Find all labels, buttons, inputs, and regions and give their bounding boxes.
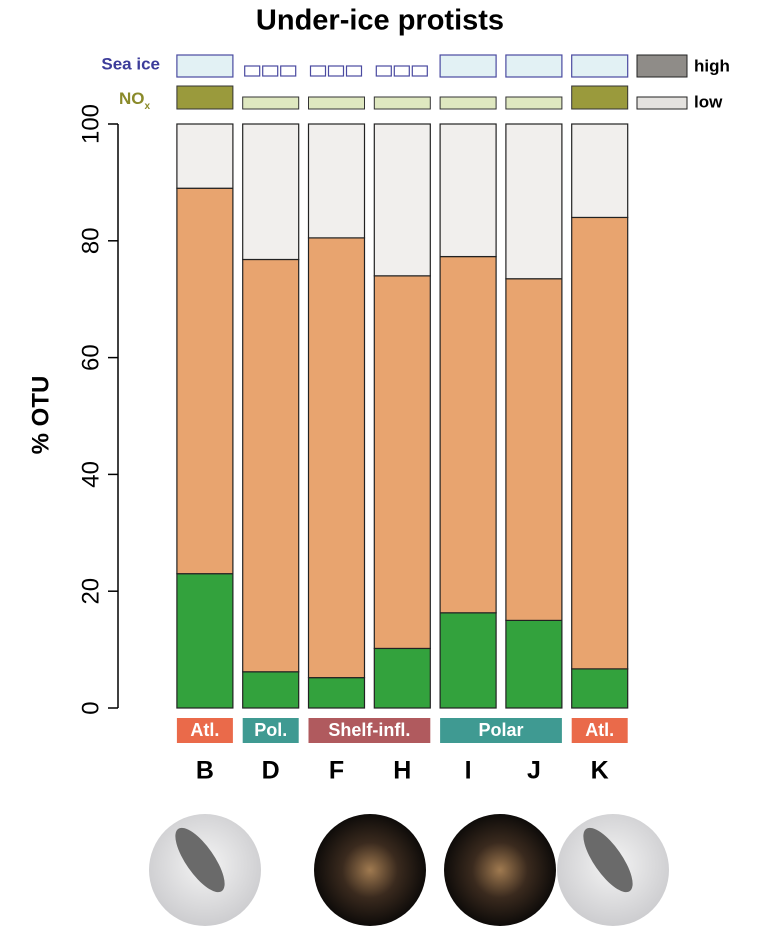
sea-ice-low [281, 66, 296, 76]
region-label: Atl. [190, 720, 219, 740]
sea-ice-low [376, 66, 391, 76]
bar-segment [243, 124, 299, 259]
bar-segment [309, 238, 365, 678]
x-tick-label: H [393, 757, 411, 785]
sea-ice-high [572, 55, 628, 77]
bar-segment [374, 648, 430, 708]
y-tick-label: 0 [77, 701, 104, 714]
sea-ice-low [412, 66, 427, 76]
y-tick-label: 40 [77, 461, 104, 488]
nox-low [374, 97, 430, 109]
photos [149, 814, 669, 926]
region-label: Pol. [254, 720, 287, 740]
nox-main: NO [119, 89, 145, 108]
nox-low [309, 97, 365, 109]
chart: Under-ice protists % OTU Sea ice NOx hig… [0, 0, 761, 929]
x-tick-label: D [262, 757, 280, 785]
region-label: Shelf-infl. [328, 720, 410, 740]
nox-label: NOx [119, 89, 151, 111]
bar-segment [506, 279, 562, 621]
legend-low-swatch [637, 97, 687, 109]
bar-segment [572, 669, 628, 708]
region-label: Polar [478, 720, 523, 740]
bar-segment [177, 124, 233, 188]
bar-segment [506, 124, 562, 279]
bar-segment [374, 124, 430, 276]
x-tick-label: K [591, 757, 609, 785]
bar-segment [177, 188, 233, 573]
x-tick-label: F [329, 757, 344, 785]
sea-ice-low [329, 66, 344, 76]
x-tick-label: B [196, 757, 214, 785]
legend-high: high [694, 56, 730, 75]
photo [314, 814, 426, 926]
bar-segment [572, 124, 628, 217]
sea-ice-high [177, 55, 233, 77]
sea-ice-low [311, 66, 326, 76]
bar-segment [506, 620, 562, 708]
sea-ice-low [263, 66, 278, 76]
nox-sub: x [144, 101, 150, 112]
y-tick-label: 80 [77, 227, 104, 254]
bar-segment [309, 678, 365, 708]
y-tick-label: 20 [77, 578, 104, 605]
chart-title: Under-ice protists [256, 5, 504, 37]
sea-ice-low [394, 66, 409, 76]
sea-ice-low [347, 66, 362, 76]
bar-segment [440, 613, 496, 708]
region-label: Atl. [585, 720, 614, 740]
nox-high [177, 86, 233, 109]
legend-low: low [694, 92, 723, 111]
x-tick-label: J [527, 757, 541, 785]
nox-low [440, 97, 496, 109]
sea-ice-label: Sea ice [101, 54, 160, 73]
bar-segment [309, 124, 365, 238]
y-axis-label: % OTU [27, 376, 54, 455]
x-tick-label: I [465, 757, 472, 785]
nox-high [572, 86, 628, 109]
bar-segment [243, 259, 299, 671]
y-tick-label: 60 [77, 344, 104, 371]
sea-ice-low [245, 66, 260, 76]
nox-low [506, 97, 562, 109]
bar-segment [572, 217, 628, 668]
sea-ice-high [506, 55, 562, 77]
bar-segment [440, 257, 496, 613]
bar-segment [440, 124, 496, 257]
nox-low [243, 97, 299, 109]
photo [444, 814, 556, 926]
sea-ice-high [440, 55, 496, 77]
bar-segment [177, 574, 233, 708]
legend-high-swatch [637, 55, 687, 77]
bar-segment [243, 672, 299, 708]
y-tick-label: 100 [77, 104, 104, 144]
bar-segment [374, 276, 430, 649]
